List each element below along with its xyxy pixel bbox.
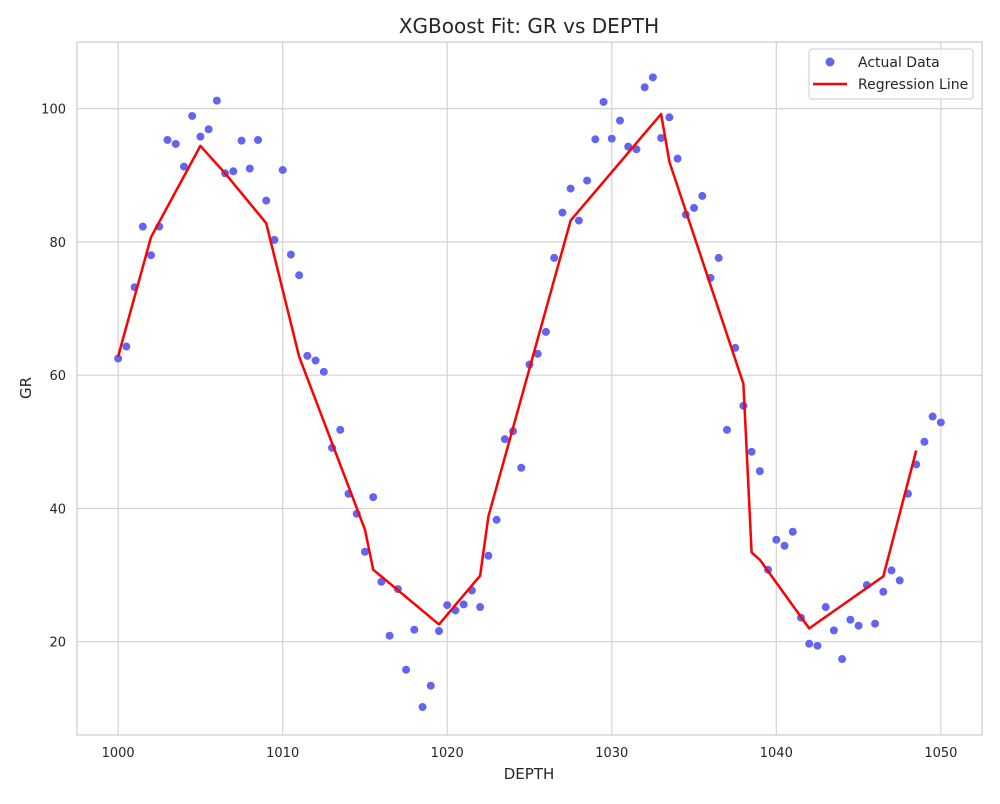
scatter-point (245, 164, 255, 174)
scatter-point (335, 425, 345, 435)
scatter-point (483, 551, 493, 561)
scatter-point (162, 135, 173, 145)
scatter-point (895, 575, 905, 586)
scatter-point (516, 463, 526, 473)
scatter-point (886, 565, 897, 576)
scatter-point (837, 654, 847, 664)
scatter-point (278, 165, 288, 175)
x-tick-label: 1020 (431, 746, 464, 761)
scatter-point (919, 437, 930, 447)
scatter-point (566, 183, 576, 194)
chart-title: XGBoost Fit: GR vs DEPTH (399, 14, 659, 38)
scatter-point (286, 249, 296, 260)
scatter-point (434, 626, 444, 636)
scatter-point (771, 535, 781, 545)
scatter-point (541, 327, 551, 337)
x-tick-label: 1000 (102, 746, 135, 761)
scatter-point (648, 72, 658, 82)
scatter-point (582, 176, 592, 186)
grid-lines (77, 42, 982, 735)
scatter-point (228, 166, 238, 176)
scatter-point (870, 619, 880, 629)
scatter-point (417, 702, 428, 712)
scatter-point (672, 154, 683, 164)
scatter-point (928, 411, 938, 422)
scatter-point (385, 631, 395, 641)
scatter-point (574, 215, 584, 226)
legend-box (808, 48, 974, 100)
x-tick-label: 1040 (760, 746, 793, 761)
y-tick-label: 40 (49, 502, 66, 517)
scatter-point (401, 665, 411, 675)
regression-line (116, 112, 918, 630)
scatter-point (557, 207, 568, 218)
scatter-point (171, 139, 181, 149)
scatter-point (936, 417, 946, 428)
scatter-point (138, 221, 148, 232)
scatter-point (261, 195, 271, 206)
x-tick-label: 1030 (595, 746, 628, 761)
scatter-point (755, 466, 765, 476)
y-tick-label: 80 (49, 236, 66, 251)
scatter-point (598, 97, 609, 107)
scatter-point (779, 541, 790, 551)
scatter-point (664, 112, 674, 122)
scatter-point (187, 111, 197, 121)
x-tick-label: 1050 (924, 746, 957, 761)
scatter-point (722, 425, 732, 435)
x-tick-label: 1010 (266, 746, 299, 761)
scatter-point (442, 600, 452, 610)
scatter-point (236, 136, 247, 146)
scatter-point (253, 135, 263, 145)
legend: Actual Data Regression Line (808, 48, 974, 100)
scatter-point (615, 116, 625, 126)
scatter-point (714, 253, 724, 263)
scatter-point (426, 681, 436, 691)
scatter-point (302, 351, 312, 361)
scatter-point (549, 253, 559, 263)
scatter-point (319, 367, 329, 377)
scatter-point (475, 602, 485, 612)
legend-label-actual-data: Actual Data (858, 55, 940, 71)
legend-label-regression-line: Regression Line (858, 77, 968, 93)
scatter-point (747, 447, 757, 457)
scatter-point (804, 639, 814, 649)
scatter-point (689, 203, 699, 213)
scatter-point (812, 641, 823, 651)
scatter-point (121, 341, 131, 352)
x-axis-label: DEPTH (504, 765, 555, 783)
y-axis-label: GR (17, 377, 35, 399)
scatter-point (829, 625, 839, 635)
scatter-point (853, 621, 864, 631)
scatter-point (878, 587, 888, 597)
y-tick-label: 60 (49, 369, 66, 384)
scatter-point (368, 492, 378, 502)
scatter-point (491, 515, 502, 525)
tick-labels: 1000 1010 1020 1030 1040 1050 20 40 60 80 100 (41, 103, 957, 761)
scatter-point (310, 355, 321, 366)
scatter-point (294, 270, 304, 280)
y-tick-label: 20 (49, 636, 66, 651)
scatter-point (204, 124, 214, 134)
scatter-point (607, 134, 617, 144)
scatter-point (590, 134, 600, 144)
scatter-point (212, 96, 222, 106)
scatter-point (788, 527, 798, 537)
scatter-point (640, 82, 650, 92)
y-tick-label: 100 (41, 103, 66, 118)
data-marks (113, 72, 946, 712)
scatter-point (697, 191, 707, 201)
scatter-point (845, 615, 855, 625)
scatter-point (821, 602, 831, 612)
scatter-point (409, 625, 419, 635)
scatter-point (195, 132, 206, 142)
plot-frame (76, 41, 983, 736)
scatter-point (459, 599, 469, 609)
legend-scatter-marker (825, 57, 835, 67)
